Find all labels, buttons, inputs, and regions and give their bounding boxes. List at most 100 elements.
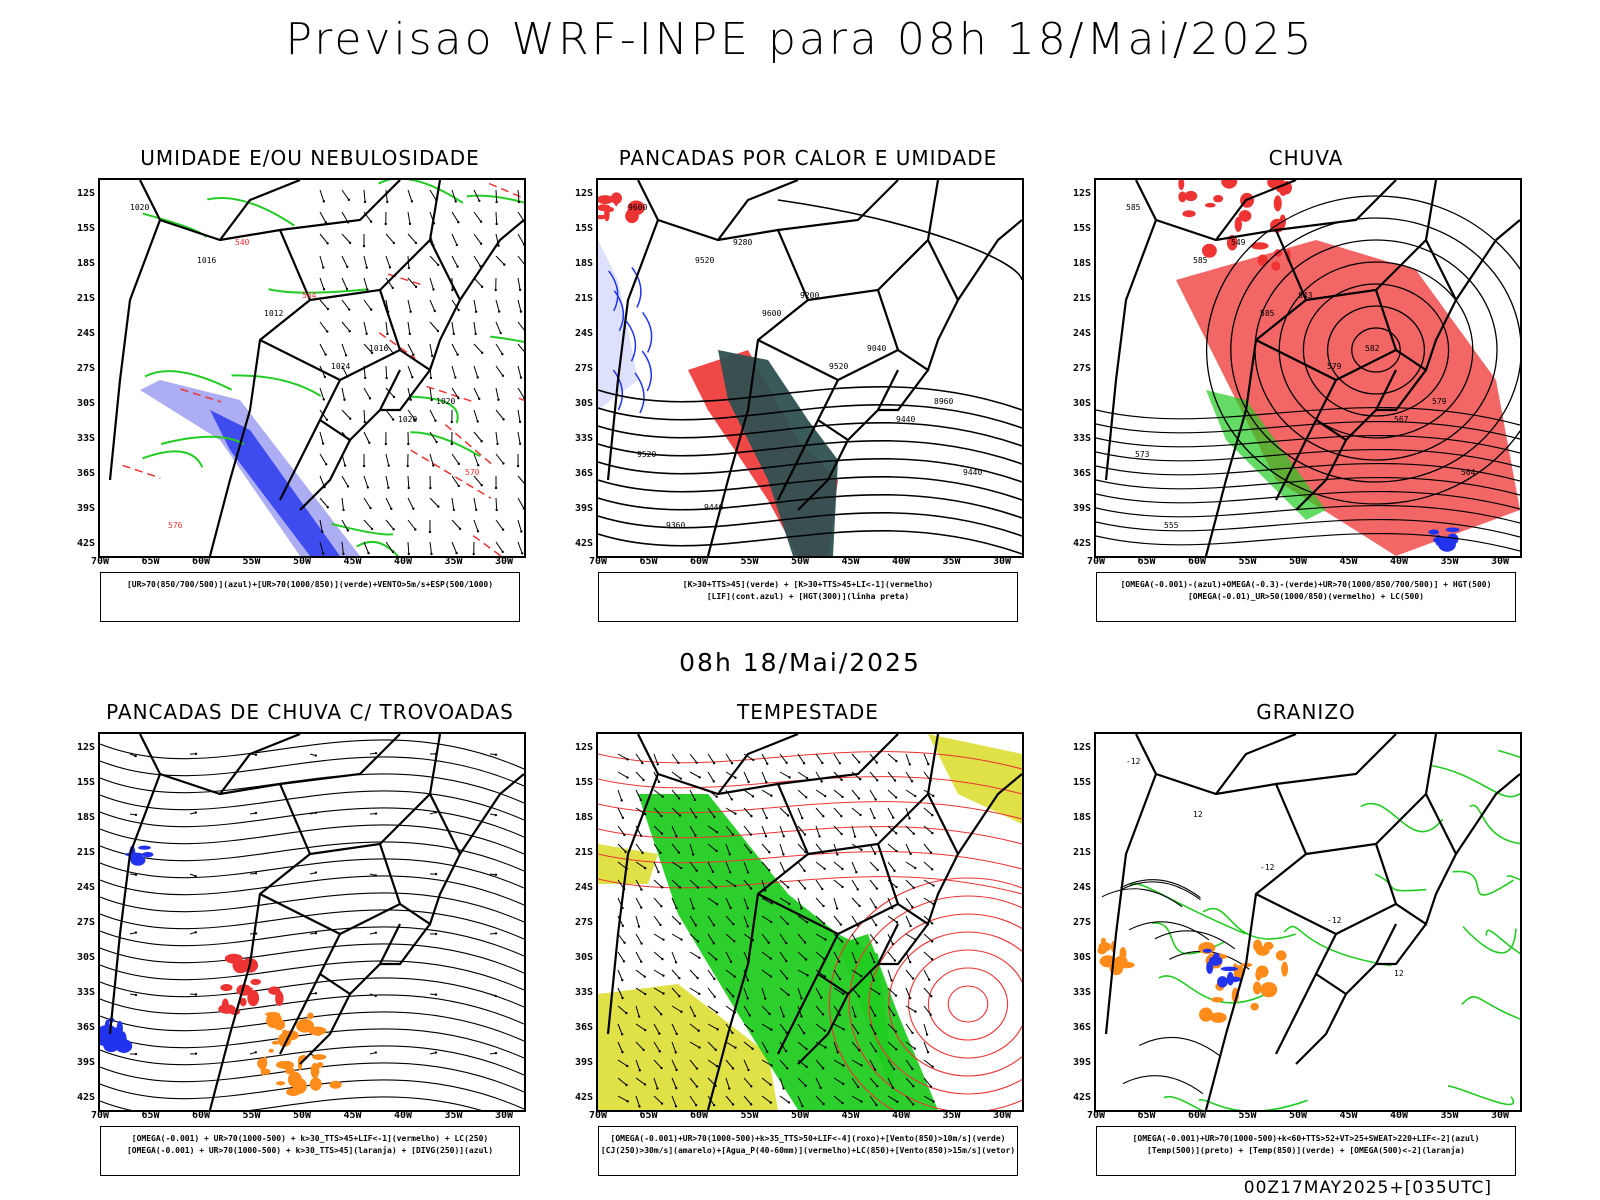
latitude-label: 12S	[1072, 188, 1091, 199]
wind-vector	[824, 1046, 827, 1049]
divergence-blue-cell	[104, 1019, 110, 1033]
wind-vector	[767, 941, 770, 944]
wind-vector	[923, 879, 934, 886]
border-line	[1275, 933, 1337, 1055]
hgt300-contour	[598, 476, 1022, 501]
wind-vector	[815, 897, 824, 907]
wind-vector	[746, 907, 749, 910]
temp500-contour	[1101, 888, 1183, 908]
wind-vector	[319, 343, 327, 355]
wind-vector	[905, 753, 911, 765]
border-line	[807, 734, 940, 856]
wind-vector	[626, 1100, 629, 1103]
wind-vector	[671, 1023, 678, 1035]
agua-red-contour	[598, 826, 1022, 845]
wind-vector	[502, 418, 505, 421]
wind-vector	[390, 507, 393, 510]
temp850-contour	[1360, 803, 1444, 833]
wind-vector	[751, 1047, 754, 1051]
streamline-arrow	[374, 1051, 378, 1054]
wind-vector	[671, 1095, 677, 1107]
wind-vector	[455, 551, 458, 555]
wind-vector	[923, 861, 933, 870]
wind-vector	[341, 299, 350, 310]
border-line	[878, 923, 929, 966]
contour-label: 9200	[800, 291, 819, 300]
wind-vector	[621, 816, 625, 820]
wind-vector	[779, 861, 786, 873]
wind-vector	[408, 222, 412, 226]
wind-vector	[713, 995, 716, 998]
wind-vector	[931, 940, 934, 943]
omega500-orange-cell	[1099, 944, 1107, 951]
wind-vector	[635, 1023, 646, 1031]
wind-vector	[891, 1086, 895, 1090]
wind-vector	[623, 833, 626, 837]
wind-vector	[477, 397, 481, 401]
latitude-label: 27S	[1072, 917, 1091, 928]
wind-vector	[887, 789, 897, 798]
wind-vector	[617, 807, 624, 819]
wind-vector	[319, 519, 323, 532]
wind-vector	[671, 753, 679, 764]
wind-vector	[437, 505, 440, 508]
longitude-label: 35W	[942, 556, 961, 567]
wind-vector	[429, 277, 434, 290]
wind-vector	[821, 887, 824, 891]
rain-cell	[1204, 202, 1216, 208]
longitude-label: 70W	[588, 556, 608, 567]
wind-vector	[517, 255, 524, 265]
wind-vector	[689, 789, 696, 801]
latitude-label: 39S	[1072, 1057, 1091, 1068]
wind-vector	[698, 992, 701, 996]
streamline-arrow	[314, 931, 318, 935]
wind-vector	[517, 189, 520, 203]
green-contour	[490, 335, 524, 343]
wind-vector	[836, 853, 839, 856]
wind-vector	[746, 925, 749, 928]
hail-blue-cell	[1213, 952, 1220, 960]
wind-vector	[725, 1041, 736, 1049]
wind-vector	[923, 987, 932, 997]
wind-vector	[696, 976, 699, 980]
contour-label: 9600	[628, 203, 647, 212]
wind-vector	[476, 420, 479, 423]
wind-vector	[869, 1005, 876, 1016]
wind-vector	[660, 832, 664, 835]
latitude-label: 27S	[574, 917, 593, 928]
wind-vector	[887, 807, 894, 818]
wind-vector	[923, 1095, 934, 1102]
wind-vector	[805, 796, 808, 799]
wind-vector	[869, 987, 880, 995]
lif-contour	[631, 267, 642, 308]
wind-vector	[363, 519, 373, 530]
legend-caption: [OMEGA(-0.001)-(azul)+OMEGA(-0.3)-(verde…	[1096, 572, 1516, 622]
thunderstorm-orange-cell	[312, 1054, 327, 1060]
border-line	[777, 734, 899, 786]
wind-vector	[842, 1064, 845, 1067]
wind-vector	[319, 431, 324, 444]
omega500-orange-cell	[1199, 1007, 1214, 1022]
latitude-label: 30S	[574, 398, 593, 409]
wind-vector	[833, 1023, 844, 1030]
wind-vector	[689, 825, 696, 836]
wind-vector	[451, 453, 460, 465]
wind-vector	[430, 354, 434, 358]
wind-vector	[712, 924, 716, 927]
latitude-label: 15S	[574, 777, 593, 788]
wind-vector	[821, 1013, 825, 1016]
wind-vector	[522, 507, 524, 510]
wind-vector	[873, 1014, 877, 1017]
hail-blue-cell	[1220, 966, 1238, 972]
wind-vector	[715, 830, 719, 834]
wind-vector	[324, 353, 327, 356]
wind-vector	[653, 825, 663, 834]
wind-vector	[887, 1077, 894, 1089]
wind-vector	[643, 866, 647, 870]
longitude-label: 65W	[639, 556, 658, 567]
wind-vector	[712, 942, 716, 945]
wind-vector	[715, 795, 718, 798]
wind-vector	[797, 807, 803, 819]
contour-label: 9520	[695, 256, 714, 265]
wind-vector	[473, 189, 480, 201]
